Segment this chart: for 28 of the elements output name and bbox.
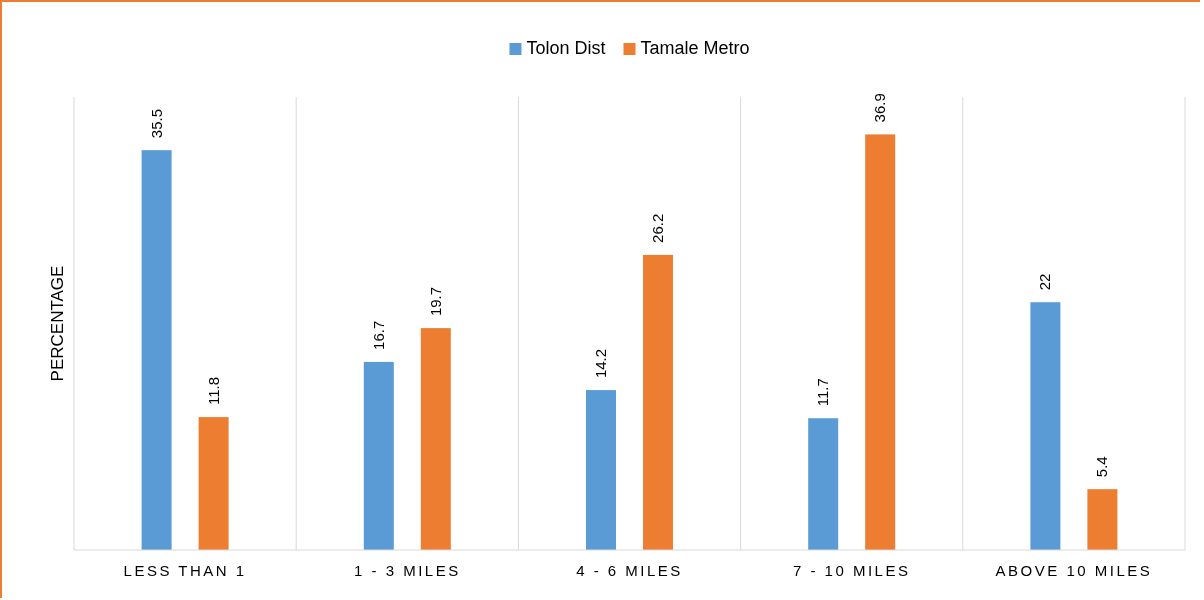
bar xyxy=(363,361,394,550)
y-axis-title: PERCENTAGE xyxy=(48,265,67,382)
data-label: 19.7 xyxy=(426,286,444,317)
x-tick-label: 1 - 3 MILES xyxy=(353,561,461,579)
bar xyxy=(1030,302,1061,550)
x-tick-label: LESS THAN 1 xyxy=(123,561,247,579)
data-label: 5.4 xyxy=(1093,456,1111,478)
bar xyxy=(586,390,616,550)
data-label: 11.7 xyxy=(814,378,832,407)
data-label: 16.7 xyxy=(369,320,387,350)
bar xyxy=(865,134,896,550)
bar xyxy=(1087,489,1118,550)
x-tick-label: 4 - 6 MILES xyxy=(576,561,683,579)
bar xyxy=(198,417,229,550)
data-label: 14.2 xyxy=(592,348,609,379)
bar xyxy=(141,150,172,550)
legend-label: Tolon Dist xyxy=(526,38,606,58)
data-label: 36.9 xyxy=(871,93,889,123)
data-label: 26.2 xyxy=(649,213,666,243)
bar xyxy=(808,418,839,550)
bar xyxy=(420,328,451,550)
data-label: 35.5 xyxy=(147,108,165,139)
data-label: 22 xyxy=(1036,273,1054,291)
data-label: 11.8 xyxy=(204,377,222,406)
x-tick-label: 7 - 10 MILES xyxy=(792,561,911,579)
bar xyxy=(643,254,673,550)
legend-label: Tamale Metro xyxy=(640,38,750,58)
x-tick-label: ABOVE 10 MILES xyxy=(995,561,1153,579)
